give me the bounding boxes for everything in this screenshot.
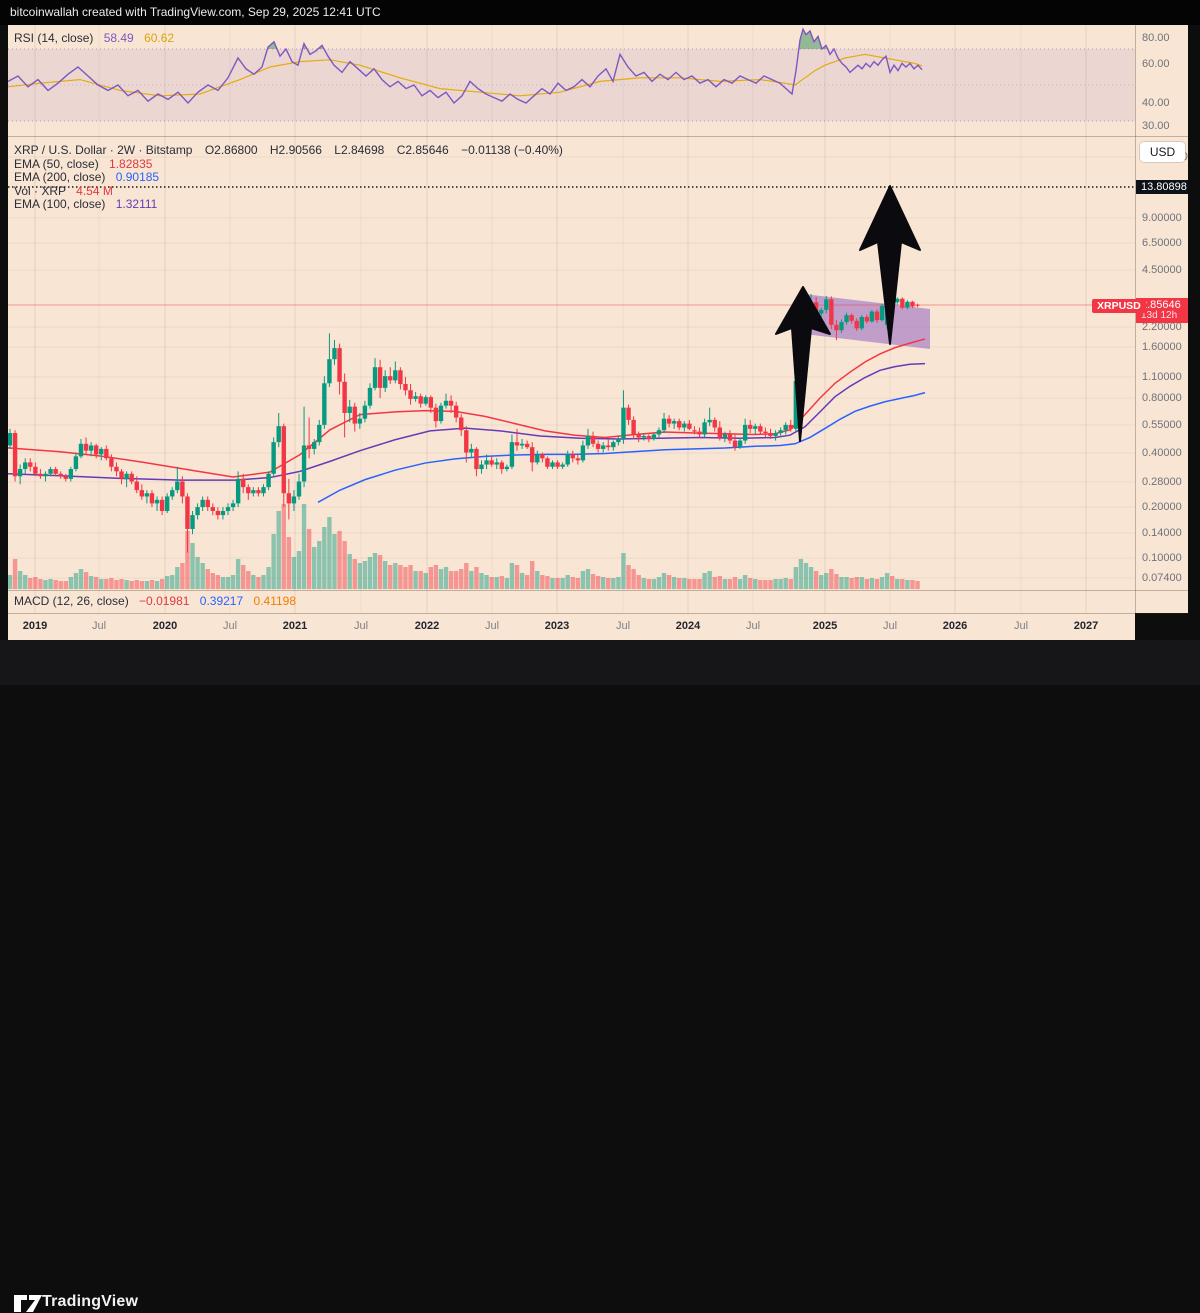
tradingview-brand[interactable]: TradingView <box>42 1293 139 1310</box>
currency-toggle-button[interactable]: USD <box>1140 142 1185 162</box>
ema200-line <box>317 391 926 503</box>
price-tick-label: 4.50000 <box>1142 264 1182 276</box>
volume-label: Vol · XRP <box>14 183 66 198</box>
main-chart-layer <box>8 289 1135 589</box>
macd-legend[interactable]: MACD (12, 26, close) −0.01981 0.39217 0.… <box>14 594 296 608</box>
price-tick-label: 0.28000 <box>1142 476 1182 488</box>
time-tick-label: 2023 <box>544 620 570 632</box>
ema100-line <box>8 362 926 481</box>
time-tick-label: Jul <box>353 620 369 632</box>
price-tick-label: 40.00 <box>1142 97 1170 109</box>
up-arrow-drawing-1[interactable] <box>775 286 831 442</box>
macd-timeaxis-separator <box>8 613 1188 614</box>
time-tick-label: 2026 <box>942 620 968 632</box>
ema50-value: 1.82835 <box>109 156 153 171</box>
price-tick-label: 0.07400 <box>1142 572 1182 584</box>
symbol-price-chip: XRPUSD <box>1092 299 1146 313</box>
up-arrow-drawing-2[interactable] <box>859 185 921 345</box>
ema200-label: EMA (200, close) <box>14 170 106 184</box>
time-tick-label: Jul <box>615 620 631 632</box>
grid-layer <box>8 25 1135 613</box>
ema200-value: 0.90185 <box>115 170 160 184</box>
attribution-text: bitcoinwallah created with TradingView.c… <box>10 5 381 19</box>
volume-value: 4.54 M <box>76 183 113 198</box>
price-chart-canvas[interactable] <box>0 0 1200 685</box>
price-tick-label: 1.10000 <box>1142 371 1182 383</box>
rsi-legend[interactable]: RSI (14, close) 58.49 60.62 <box>14 31 174 45</box>
time-tick-label: 2020 <box>152 620 178 632</box>
rsi-ma-value: 60.62 <box>144 31 175 45</box>
time-tick-label: 2027 <box>1073 620 1099 632</box>
time-tick-label: Jul <box>745 620 761 632</box>
time-tick-label: 2022 <box>414 620 440 632</box>
price-axis[interactable]: 80.0060.0040.0030.0018.000009.000006.500… <box>1135 25 1188 613</box>
main-macd-separator[interactable] <box>8 590 1188 591</box>
price-tick-label: 9.00000 <box>1142 212 1182 224</box>
time-tick-label: Jul <box>222 620 238 632</box>
time-axis-background <box>8 613 1135 640</box>
price-tick-label: 30.00 <box>1142 120 1170 132</box>
price-tick-label: 0.10000 <box>1142 552 1182 564</box>
ema100-label: EMA (100, close) <box>14 197 106 211</box>
price-tick-label: 0.55000 <box>1142 419 1182 431</box>
rsi-value: 58.49 <box>103 31 134 45</box>
price-tick-label: 2.20000 <box>1142 321 1182 333</box>
ohlc-high: H2.90566 <box>269 143 322 157</box>
time-tick-label: 2025 <box>812 620 838 632</box>
ema100-value: 1.32111 <box>115 197 158 211</box>
time-tick-label: Jul <box>91 620 107 632</box>
candles-layer <box>8 289 920 553</box>
symbol-legend[interactable]: XRP / U.S. Dollar · 2W · Bitstamp O2.868… <box>14 143 563 212</box>
ohlc-close: C2.85646 <box>396 143 449 157</box>
volume-layer <box>8 504 920 589</box>
ohlc-change: −0.01138 (−0.40%) <box>461 143 563 157</box>
tradingview-logo-icon[interactable] <box>13 1294 43 1313</box>
price-tick-label: 0.80000 <box>1142 392 1182 404</box>
target-price-badge: 13.80898 <box>1136 180 1188 194</box>
ohlc-low: L2.84698 <box>334 143 385 157</box>
time-tick-label: Jul <box>882 620 898 632</box>
time-tick-label: 2024 <box>675 620 701 632</box>
rsi-main-separator[interactable] <box>8 136 1188 137</box>
macd-line-value: 0.39217 <box>199 594 244 608</box>
price-tick-label: 0.14000 <box>1142 527 1182 539</box>
ema200-legend[interactable]: EMA (200, close) 0.90185 <box>14 170 563 185</box>
macd-signal-value: 0.41198 <box>253 594 297 608</box>
time-tick-label: Jul <box>484 620 500 632</box>
time-tick-label: Jul <box>1013 620 1029 632</box>
price-tick-label: 60.00 <box>1142 58 1170 70</box>
ohlc-open: O2.86800 <box>204 143 258 157</box>
time-tick-label: 2019 <box>22 620 48 632</box>
ema50-legend[interactable]: EMA (50, close) 1.82835 <box>14 156 563 172</box>
price-tick-label: 0.40000 <box>1142 447 1182 459</box>
rsi-layer <box>8 27 1135 122</box>
price-axis-separator <box>1135 25 1136 613</box>
rsi-label: RSI (14, close) <box>14 31 94 45</box>
time-axis[interactable]: 2019 Jul 2020 Jul 2021 Jul 2022 Jul 2023 Jul 2024 J… <box>8 613 1135 640</box>
chart-panels-background <box>8 25 1188 613</box>
price-tick-label: 1.60000 <box>1142 341 1182 353</box>
symbol-title: XRP / U.S. Dollar · 2W · Bitstamp <box>14 143 193 157</box>
bar-countdown: 13d 12h <box>1141 310 1178 321</box>
macd-hist-value: −0.01981 <box>139 594 190 608</box>
ema50-label: EMA (50, close) <box>14 156 99 171</box>
attribution-bar: bitcoinwallah created with TradingView.c… <box>0 0 1200 25</box>
price-tick-label: 80.00 <box>1142 32 1170 44</box>
last-price-value: 2.85646 <box>1141 299 1181 311</box>
price-tick-label: 0.20000 <box>1142 501 1182 513</box>
ema100-legend[interactable]: EMA (100, close) 1.32111 <box>14 197 563 212</box>
time-tick-label: 2021 <box>282 620 308 632</box>
macd-label: MACD (12, 26, close) <box>14 594 129 608</box>
price-tick-label: 6.50000 <box>1142 237 1182 249</box>
volume-legend[interactable]: Vol · XRP 4.54 M <box>14 183 563 199</box>
